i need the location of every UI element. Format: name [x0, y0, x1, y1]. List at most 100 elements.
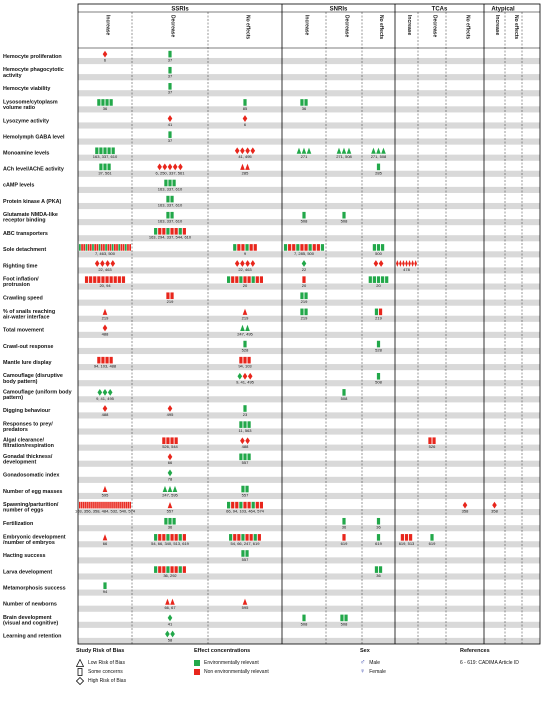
- effect-bar: [342, 534, 346, 541]
- row-label: number of eggs: [3, 508, 43, 514]
- reference-ids: 9: [244, 251, 247, 256]
- effect-bar: [168, 131, 172, 138]
- row-stripe: [78, 138, 540, 145]
- effect-bar: [302, 614, 306, 622]
- effect-bar: [89, 244, 92, 251]
- effect-bar: [111, 147, 115, 155]
- reference-ids: 85: [243, 106, 248, 111]
- row-label: Lysosome/cytoplasm: [3, 99, 58, 105]
- reference-ids: 41: [168, 122, 173, 127]
- row-label: Lysozyme activity: [3, 118, 49, 124]
- reference-ids: 163, 294, 337, 544, 610: [149, 235, 192, 240]
- reference-ids: 271, 508: [371, 154, 387, 159]
- reference-ids: 557: [167, 509, 174, 514]
- effect-bar: [243, 421, 247, 428]
- effect-bar: [170, 566, 174, 573]
- row-stripe: [78, 57, 540, 65]
- effect-diamond: [165, 630, 170, 638]
- effect-bar: [239, 453, 243, 461]
- diamond-icon: [76, 676, 84, 685]
- row-label: Algal clearance/: [3, 438, 45, 444]
- effect-bar: [243, 356, 247, 364]
- effect-triangle: [381, 147, 386, 154]
- reference-ids: 358: [462, 509, 469, 514]
- effect-triangle: [167, 501, 173, 509]
- effect-bar: [243, 405, 247, 412]
- group-title: TCAs: [432, 7, 448, 13]
- effect-bar: [85, 244, 88, 251]
- reference-ids: 36, 292: [163, 573, 177, 578]
- effect-diamond: [178, 163, 183, 171]
- row-label: protrusion: [3, 282, 30, 288]
- effect-bar: [247, 356, 251, 364]
- row-stripe: [78, 186, 540, 193]
- effect-bar: [89, 501, 91, 509]
- effect-bar: [81, 501, 83, 509]
- effect-bar: [376, 372, 381, 380]
- effect-bar: [109, 276, 113, 283]
- effect-bar: [430, 534, 434, 541]
- row-stripe: [78, 444, 540, 451]
- row-label: Monoamine levels: [3, 151, 49, 157]
- row-stripe: [78, 380, 540, 387]
- reference-ids: 41: [168, 621, 173, 626]
- effect-diamond: [240, 437, 245, 445]
- row-stripe: [78, 170, 540, 177]
- row-stripe: [78, 90, 540, 97]
- row-label: Hemolymph GABA level: [3, 134, 65, 140]
- row-label: Brain development: [3, 615, 52, 621]
- effect-bar: [99, 163, 103, 171]
- row-label: Mantle lure display: [3, 360, 52, 366]
- reference-ids: 94: [103, 589, 108, 594]
- effect-bar: [105, 99, 109, 106]
- reference-ids: 495: [167, 412, 174, 417]
- effect-bar: [245, 485, 249, 493]
- row-label: (visual and cognitive): [3, 620, 58, 626]
- effect-bar: [101, 99, 105, 106]
- reference-ids: 41, 495: [238, 154, 252, 159]
- effect-bar: [247, 501, 251, 509]
- row-stripe: [78, 267, 540, 274]
- reference-ids: 6: [104, 58, 107, 63]
- reference-ids: 103, 356, 358, 484, 532, 540, 574: [75, 509, 136, 514]
- column-header: Decrease: [344, 15, 350, 37]
- row-stripe: [78, 541, 540, 548]
- reference-ids: 20: [376, 283, 381, 288]
- table-frame: [77, 3, 541, 645]
- reference-ids: 285: [242, 170, 249, 175]
- effect-bar: [158, 534, 162, 541]
- effect-bar: [166, 566, 170, 573]
- reference-ids: 22, 463: [98, 267, 112, 272]
- effect-bar: [172, 517, 176, 525]
- row-label: air-water interface: [3, 314, 49, 320]
- reference-ids: 557: [242, 492, 249, 497]
- row-label: receptor binding: [3, 218, 46, 224]
- reference-ids: 488: [102, 331, 109, 336]
- effect-bar: [117, 276, 121, 283]
- effect-bar: [158, 566, 162, 573]
- effect-bar: [239, 356, 243, 364]
- effect-bar: [100, 244, 103, 251]
- effect-bar: [105, 356, 109, 364]
- effect-bar: [168, 517, 172, 525]
- male-icon: ♂: [360, 659, 366, 666]
- effect-bar: [249, 244, 253, 251]
- reference-ids: 508: [341, 219, 348, 224]
- effect-bar: [105, 501, 107, 509]
- effect-bar: [170, 534, 174, 541]
- row-stripe: [78, 74, 540, 81]
- legend-bias-low: Low Risk of Bias: [88, 659, 125, 666]
- effect-diamond: [167, 115, 173, 122]
- effect-bar: [119, 501, 121, 509]
- reference-ids: 163, 337, 610: [158, 202, 183, 207]
- effect-bar: [385, 276, 389, 283]
- reference-ids: 500: [375, 251, 382, 256]
- reference-ids: 528: [375, 347, 382, 352]
- effect-bar: [300, 99, 304, 106]
- effect-diamond: [107, 388, 113, 396]
- effect-bar: [87, 244, 90, 251]
- effect-bar: [164, 179, 168, 187]
- row-stripe: [78, 589, 540, 596]
- effect-bar: [342, 389, 346, 396]
- reference-ids: 20: [302, 283, 307, 288]
